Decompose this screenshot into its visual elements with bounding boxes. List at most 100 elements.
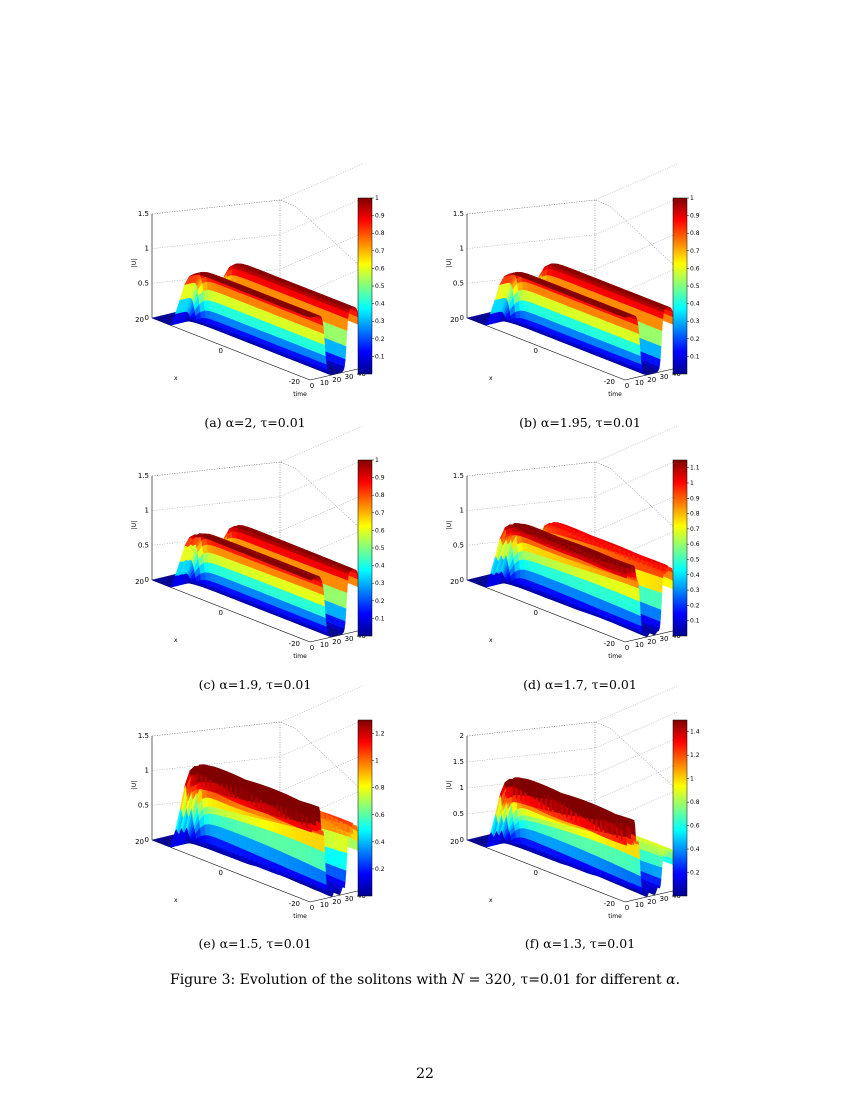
x-axis-title: x	[174, 637, 178, 644]
surface-cell	[202, 281, 208, 292]
time-tick-label: 20	[332, 376, 341, 384]
colorbar-tick-label: 0.4	[690, 301, 700, 308]
x-tick-label: 0	[219, 609, 223, 617]
surface-cell	[638, 309, 645, 324]
time-tick-label: 20	[332, 638, 341, 646]
colorbar-tick-label: 0.7	[375, 248, 385, 255]
colorbar-tick-label: 0.1	[375, 353, 385, 360]
surface-cell	[651, 326, 658, 345]
surface-cell	[641, 338, 648, 354]
surface-c	[151, 525, 360, 637]
back-top-edge	[466, 199, 611, 215]
colorbar-tick-label: 0.3	[690, 318, 700, 325]
z-axis-title: |U|	[131, 259, 138, 267]
time-axis-line	[309, 629, 363, 643]
surface-cell	[517, 281, 523, 292]
back-top-edge	[151, 461, 296, 477]
z-gridline	[151, 198, 363, 249]
x-tick-label: 0	[219, 347, 223, 355]
surface-cell	[656, 328, 663, 347]
z-tick-label: 1.5	[453, 210, 464, 218]
surface-plot-b: 00.511.5|U|200-20x010203040time0.10.20.3…	[446, 163, 700, 398]
colorbar-tick-label: 0.6	[690, 265, 700, 272]
time-tick-label: 10	[635, 379, 644, 387]
surface-cell	[202, 544, 208, 554]
x-tick-label: -20	[289, 378, 300, 386]
surface-cell	[336, 326, 343, 345]
time-tick-label: 30	[345, 635, 354, 643]
panel-b: 00.511.5|U|200-20x010203040time0.10.20.3…	[445, 163, 705, 400]
colorbar-a: 0.1 0.2 0.3 0.4 0.5 0.6 0.7 0.8 0.9 1	[357, 195, 385, 375]
colorbar-tick-label: 0.3	[375, 318, 385, 325]
z-tick-label: 0	[145, 576, 149, 584]
z-gridline	[466, 198, 678, 249]
x-axis-title: x	[174, 375, 178, 382]
z-tick-label: 0.5	[138, 541, 149, 549]
time-tick-label: 30	[345, 373, 354, 381]
panel-c: 00.511.5|U|200-20x010203040time0.10.20.3…	[130, 425, 390, 662]
colorbar-tick-label: 1	[375, 195, 379, 202]
surface-b	[466, 263, 675, 375]
x-axis-line	[466, 317, 626, 381]
z-tick-label: 0	[145, 314, 149, 322]
right-top-edge	[294, 205, 363, 269]
colorbar-b: 0.10.20.30.40.50.60.70.80.91	[672, 195, 700, 375]
time-tick-label: 30	[660, 373, 669, 381]
z-tick-label: 0	[460, 314, 464, 322]
right-top-edge	[609, 205, 678, 269]
colorbar-tick-label: 0.6	[375, 265, 385, 272]
z-tick-label: 1	[145, 507, 149, 515]
colorbar-tick-label: 0.9	[375, 213, 385, 220]
colorbar-tick-label: 0.5	[690, 283, 700, 290]
surface-cell	[332, 313, 339, 328]
time-axis-line	[624, 367, 678, 381]
time-tick-label: 0	[310, 644, 314, 652]
x-axis-title: x	[489, 375, 493, 382]
colorbar-tick-label: 0.1	[690, 353, 700, 360]
x-tick-label: 20	[135, 316, 144, 324]
surface-cell	[341, 328, 348, 347]
colorbar-tick-label: 0.8	[375, 230, 385, 237]
colorbar-tick-label: 1	[690, 195, 694, 202]
surface-cell	[547, 265, 554, 270]
panel-a: 00.511.5|U|200-20x010203040time0.10.20.3…	[130, 163, 390, 400]
z-tick-label: 0.5	[453, 279, 464, 287]
colorbar-tick-label: 0.4	[375, 301, 385, 308]
surface-cell	[232, 527, 239, 532]
z-tick-label: 1.5	[138, 210, 149, 218]
z-axis-title: |U|	[446, 259, 453, 267]
x-axis-line	[151, 579, 311, 643]
colorbar-tick-label: 0.5	[375, 283, 385, 290]
surface-plot-a: 00.511.5|U|200-20x010203040time0.10.20.3…	[131, 163, 385, 398]
colorbar-gradient	[672, 197, 688, 375]
colorbar-tick-label: 0.2	[690, 336, 700, 343]
z-tick-label: 0.5	[138, 279, 149, 287]
axes-box-a: 00.511.5|U|200-20x010203040time	[131, 163, 366, 398]
time-axis-title: time	[608, 391, 622, 398]
back-top-edge	[151, 199, 296, 215]
time-tick-label: 0	[625, 382, 629, 390]
surface-cell	[342, 316, 349, 331]
colorbar-tick-label: 0.9	[690, 213, 700, 220]
time-tick-label: 10	[320, 641, 329, 649]
right-top-edge	[294, 467, 363, 531]
z-gridline	[466, 163, 678, 215]
z-gridline	[151, 425, 363, 477]
x-tick-label: -20	[289, 640, 300, 648]
colorbar-gradient	[357, 197, 373, 375]
time-axis-title: time	[293, 653, 307, 660]
x-tick-label: 20	[450, 316, 459, 324]
x-axis-line	[151, 317, 311, 381]
surface-cell	[647, 313, 654, 328]
x-tick-label: -20	[604, 378, 615, 386]
x-tick-label: 0	[534, 347, 538, 355]
z-tick-label: 1.5	[138, 472, 149, 480]
surface-cell	[335, 342, 342, 358]
z-tick-label: 1	[460, 245, 464, 253]
colorbar-tick-label: 0.2	[375, 336, 385, 343]
surface-cell	[650, 342, 657, 358]
time-tick-label: 20	[647, 376, 656, 384]
z-gridline	[151, 163, 363, 215]
surface-cell	[323, 309, 330, 324]
surface-cell	[657, 316, 664, 331]
